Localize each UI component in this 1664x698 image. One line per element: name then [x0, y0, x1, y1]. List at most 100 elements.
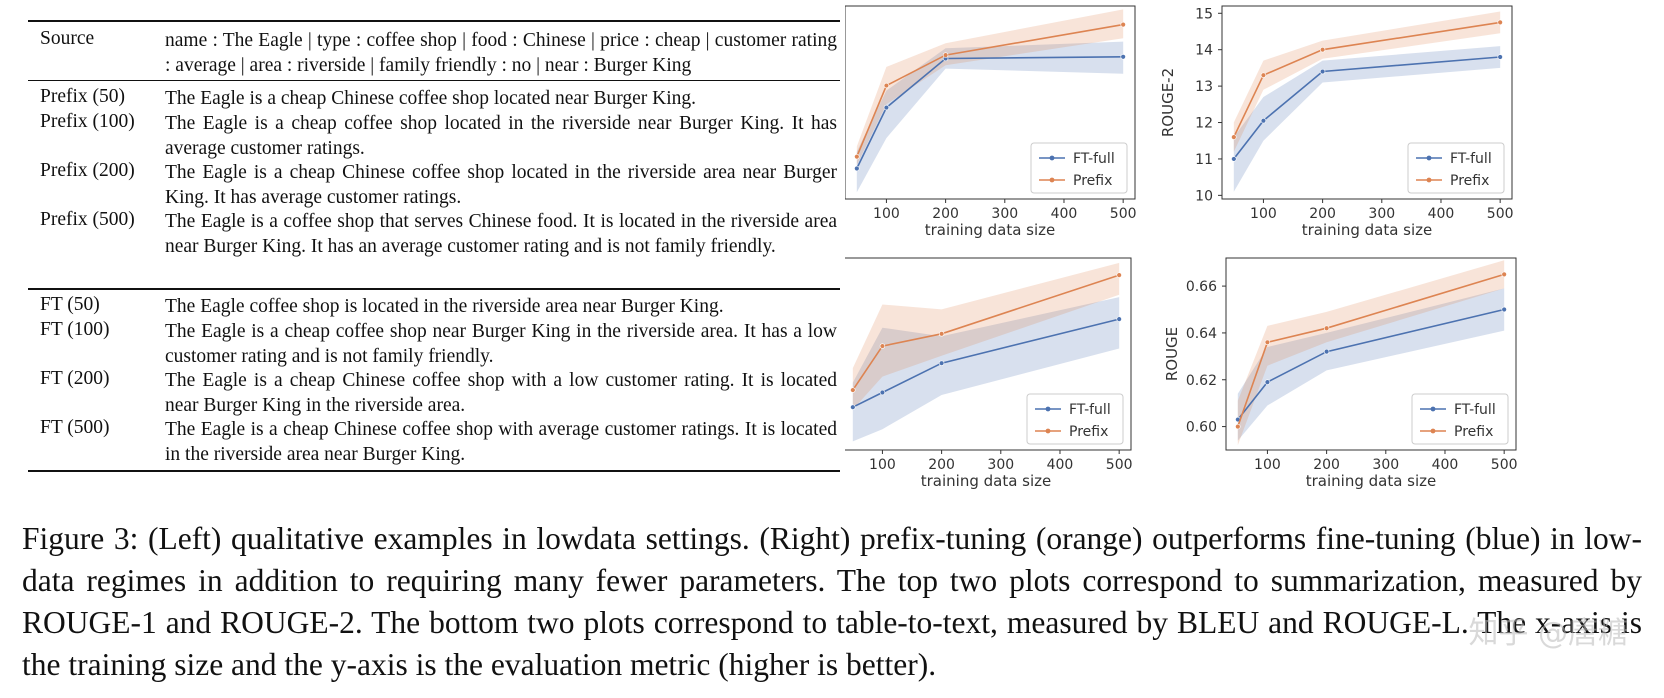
data-point	[883, 104, 890, 111]
y-tick-label: 15	[1195, 6, 1213, 22]
data-point	[854, 165, 860, 172]
legend-swatch-marker	[1049, 177, 1055, 183]
x-tick-label: 200	[1313, 457, 1340, 473]
row-label: Prefix (100)	[40, 111, 135, 132]
watermark: 知乎 @唐糖	[1468, 616, 1628, 651]
data-point	[1319, 46, 1326, 53]
data-point	[1497, 19, 1503, 26]
series-line-prefix	[856, 23, 1124, 158]
series-line-prefix	[852, 274, 1120, 391]
row-label: FT (50)	[40, 294, 100, 315]
data-point	[1260, 118, 1267, 124]
series-line-ft-full	[852, 318, 1120, 408]
legend: FT-full Prefix	[1030, 142, 1128, 194]
row-label: Prefix (50)	[40, 86, 126, 107]
series-line-ft-full	[856, 56, 1124, 169]
data-point	[1116, 316, 1122, 322]
data-point	[1323, 348, 1330, 355]
x-tick-label: 400	[1432, 457, 1459, 473]
series-line-prefix	[1233, 21, 1501, 138]
x-tick-label: 100	[869, 457, 896, 473]
row-text: The Eagle is a cheap coffee shop located…	[165, 113, 837, 159]
row-label: Prefix (500)	[40, 209, 135, 230]
y-tick-label: 11	[1195, 152, 1213, 168]
data-point	[1260, 72, 1267, 78]
x-tick-label: 400	[1428, 206, 1455, 222]
legend-entry-ft-full: FT-full	[1454, 402, 1496, 418]
legend-swatch-marker	[1049, 155, 1055, 161]
legend-entry-prefix: Prefix	[1069, 424, 1108, 440]
y-tick-label: 0.66	[1186, 279, 1217, 295]
data-point	[1323, 325, 1330, 331]
x-tick-label: 200	[932, 206, 959, 222]
legend-entry-prefix: Prefix	[1450, 173, 1489, 189]
row-text: The Eagle is a cheap Chinese coffee shop…	[165, 88, 696, 109]
data-point	[1235, 423, 1241, 430]
x-tick-label: 100	[1250, 206, 1277, 222]
x-tick-label: 300	[1368, 206, 1395, 222]
x-axis-label: training data size	[925, 221, 1056, 239]
x-tick-label: 400	[1051, 206, 1078, 222]
x-tick-label: 200	[928, 457, 955, 473]
data-point	[1264, 379, 1271, 385]
x-tick-label: 500	[1491, 457, 1518, 473]
row-text: The Eagle is a cheap Chinese coffee shop…	[165, 419, 837, 465]
legend-swatch-marker	[1430, 428, 1436, 434]
plot-frame	[845, 5, 1136, 200]
y-tick-label: 12	[1195, 116, 1213, 132]
row-text: The Eagle is a cheap Chinese coffee shop…	[165, 162, 837, 208]
series-line-prefix	[1237, 273, 1505, 427]
x-tick-label: 100	[1254, 457, 1281, 473]
row-text: The Eagle is a coffee shop that serves C…	[165, 211, 837, 257]
x-tick-label: 300	[991, 206, 1018, 222]
legend-entry-ft-full: FT-full	[1069, 402, 1111, 418]
chart-panel-2: 100 200 300 400 500 10 11 12 13 14 15 training data…	[1159, 5, 1514, 239]
plot-frame	[1225, 257, 1517, 451]
data-point	[1501, 306, 1507, 313]
y-tick-label: 14	[1195, 43, 1213, 59]
confidence-band-prefix	[856, 9, 1124, 166]
y-axis-label: ROUGE	[1163, 327, 1181, 381]
y-tick-label: 0.60	[1186, 420, 1217, 436]
table-mid-rule	[28, 80, 840, 81]
data-point	[1120, 54, 1126, 60]
data-point	[942, 52, 949, 58]
data-point	[938, 360, 945, 366]
x-tick-label: 500	[1106, 457, 1133, 473]
data-point	[1231, 156, 1237, 162]
x-tick-label: 300	[1372, 457, 1399, 473]
x-axis-label: training data size	[921, 472, 1052, 490]
x-tick-label: 500	[1487, 206, 1514, 222]
y-axis-label: ROUGE-2	[1159, 68, 1177, 137]
legend-swatch-marker	[1045, 428, 1051, 434]
data-point	[879, 343, 886, 349]
legend-entry-prefix: Prefix	[1073, 173, 1112, 189]
data-point	[854, 153, 860, 160]
data-point	[883, 82, 890, 89]
row-label: FT (200)	[40, 368, 110, 389]
y-tick-label: 10	[1195, 188, 1213, 204]
legend-entry-ft-full: FT-full	[1073, 151, 1115, 167]
x-tick-label: 400	[1047, 457, 1074, 473]
row-label: Source	[40, 28, 95, 49]
confidence-band-prefix	[1233, 11, 1501, 152]
legend: FT-full Prefix	[1026, 393, 1124, 445]
x-axis-label: training data size	[1306, 472, 1437, 490]
legend-entry-ft-full: FT-full	[1450, 151, 1492, 167]
table-bottom-rule	[28, 470, 840, 472]
confidence-band-prefix	[1237, 260, 1505, 446]
table-mid-rule	[28, 288, 840, 290]
confidence-band-prefix	[852, 262, 1120, 410]
confidence-band-ft-full	[1237, 288, 1505, 441]
y-tick-label: 13	[1195, 79, 1213, 95]
chart-panel-4: 100 200 300 400 500 0.60 0.62 0.64 0.66 training …	[1163, 257, 1518, 490]
x-tick-label: 500	[1110, 206, 1137, 222]
legend-entry-prefix: Prefix	[1454, 424, 1493, 440]
legend-swatch-marker	[1426, 177, 1432, 183]
data-point	[1501, 271, 1507, 278]
confidence-band-ft-full	[1233, 46, 1501, 192]
plot-frame	[845, 257, 1132, 451]
legend-swatch-marker	[1426, 155, 1432, 161]
confidence-band-ft-full	[856, 41, 1124, 193]
